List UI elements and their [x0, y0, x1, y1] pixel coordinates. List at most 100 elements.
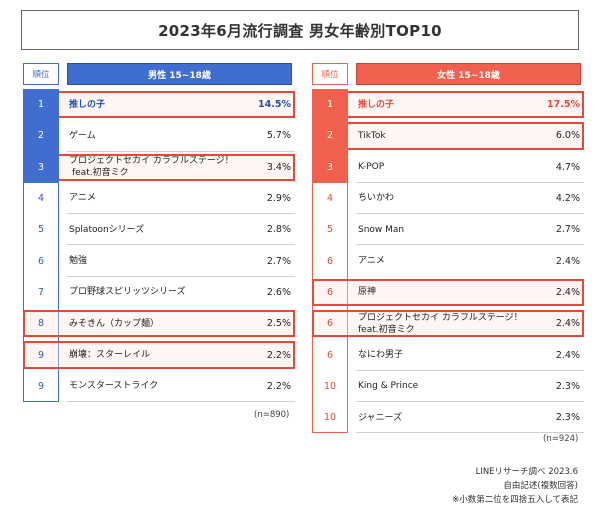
rank-cell: 6: [326, 318, 334, 330]
item-line-1: プロジェクトセカイ カラフルステージ！: [69, 156, 234, 167]
row-divider: [67, 275, 295, 277]
percent-cell: 2.4%: [555, 318, 580, 330]
item-cell: 推しの子: [69, 99, 106, 110]
row-divider: [356, 400, 584, 402]
rank-cell: 1: [312, 89, 348, 121]
male-header: 順位 男性 15~18歳: [23, 63, 295, 85]
item-cell: ちいかわ: [358, 193, 395, 204]
percent-cell: 14.5%: [258, 99, 291, 111]
item-cell: 勉強: [69, 256, 88, 267]
item-cell: プロジェクトセカイ カラフルステージ！ feat.初音ミク: [67, 152, 242, 183]
rank-cell: 6: [326, 349, 334, 361]
female-group-label: 女性 15~18歳: [356, 63, 581, 85]
item-cell: アニメ: [358, 256, 385, 267]
item-cell: プロジェクトセカイ カラフルステージ！ feat.初音ミク: [356, 308, 531, 339]
percent-cell: 6.0%: [555, 130, 580, 142]
item-cell: ゲーム: [69, 130, 96, 141]
table-row: 6 原神 2.4%: [312, 277, 584, 308]
percent-cell: 2.2%: [266, 349, 291, 361]
rank-cell: 10: [323, 412, 337, 424]
row-divider: [67, 400, 295, 402]
rank-cell: 10: [323, 380, 337, 392]
rank-cell: 6: [326, 255, 334, 267]
percent-cell: 2.5%: [266, 318, 291, 330]
table-row: 6 勉強 2.7%: [23, 245, 295, 277]
table-row: 4 ちいかわ 4.2%: [312, 183, 584, 215]
percent-cell: 3.4%: [266, 161, 291, 173]
table-row: 5 Splatoonシリーズ 2.8%: [23, 214, 295, 246]
percent-cell: 4.2%: [555, 193, 580, 205]
male-sample-size: (n=890): [254, 410, 290, 420]
table-row: 2 TikTok 6.0%: [312, 120, 584, 152]
row-divider: [356, 369, 584, 371]
table-row: 1 推しの子 17.5%: [312, 89, 584, 121]
rank-cell: 7: [37, 286, 45, 298]
percent-cell: 2.8%: [266, 224, 291, 236]
percent-cell: 2.7%: [555, 224, 580, 236]
item-line-2: feat.初音ミク: [72, 168, 129, 179]
rank-cell: 6: [326, 286, 334, 298]
highlight-frame: [312, 310, 584, 338]
table-row: 9 崩壊：スターレイル 2.2%: [23, 339, 295, 370]
row-divider: [356, 181, 584, 183]
rank-cell: 3: [23, 151, 59, 183]
method-note: 自由記述(複数回答): [503, 481, 578, 491]
table-row: 3 K-POP 4.7%: [312, 151, 584, 183]
percent-cell: 2.3%: [555, 380, 580, 392]
male-ranking-panel: 順位 男性 15~18歳 1 推しの子 14.5% 2 ゲーム 5.7% 3 プ…: [23, 63, 295, 402]
male-rows: 1 推しの子 14.5% 2 ゲーム 5.7% 3 プロジェクトセカイ カラフル…: [23, 89, 295, 402]
row-divider: [356, 213, 584, 215]
highlight-frame: [312, 278, 584, 307]
percent-cell: 2.3%: [555, 412, 580, 424]
item-cell: Snow Man: [358, 224, 405, 235]
rank-cell: 8: [37, 318, 45, 330]
rank-cell: 2: [312, 120, 348, 152]
item-line-2: feat.初音ミク: [358, 324, 415, 335]
source-note: LINEリサーチ調べ 2023.6: [475, 467, 578, 477]
table-row: 2 ゲーム 5.7%: [23, 120, 295, 152]
table-row: 8 みそきん（カップ麺） 2.5%: [23, 308, 295, 339]
item-cell: ジャニーズ: [358, 412, 403, 423]
item-cell: プロ野球スピリッツシリーズ: [69, 287, 186, 298]
row-divider: [67, 150, 295, 152]
female-ranking-panel: 順位 女性 15~18歳 1 推しの子 17.5% 2 TikTok 6.0% …: [312, 63, 584, 434]
rank-column-header: 順位: [312, 63, 348, 85]
percent-cell: 17.5%: [547, 99, 580, 111]
highlight-frame: [23, 310, 295, 338]
page-title: 2023年6月流行調査 男女年齢別TOP10: [21, 10, 579, 50]
percent-cell: 4.7%: [555, 161, 580, 173]
rank-cell: 5: [326, 224, 334, 236]
rank-cell: 4: [37, 193, 45, 205]
rank-column-header: 順位: [23, 63, 59, 85]
rank-cell: 2: [23, 120, 59, 152]
table-row: 3 プロジェクトセカイ カラフルステージ！ feat.初音ミク 3.4%: [23, 151, 295, 183]
item-cell: アニメ: [69, 193, 96, 204]
table-row: 5 Snow Man 2.7%: [312, 214, 584, 246]
rank-cell: 5: [37, 224, 45, 236]
percent-cell: 2.4%: [555, 349, 580, 361]
highlight-frame: [23, 91, 295, 119]
item-cell: 崩壊：スターレイル: [69, 349, 151, 360]
table-row: 6 プロジェクトセカイ カラフルステージ！ feat.初音ミク 2.4%: [312, 308, 584, 339]
item-cell: K-POP: [358, 162, 385, 173]
table-row: 9 モンスターストライク 2.2%: [23, 371, 295, 402]
table-row: 4 アニメ 2.9%: [23, 183, 295, 215]
item-cell: 原神: [358, 287, 377, 298]
percent-cell: 2.4%: [555, 255, 580, 267]
table-row: 10 ジャニーズ 2.3%: [312, 402, 584, 434]
female-header: 順位 女性 15~18歳: [312, 63, 584, 85]
item-cell: Splatoonシリーズ: [69, 224, 145, 235]
percent-cell: 2.2%: [266, 380, 291, 392]
highlight-frame: [312, 91, 584, 119]
percent-cell: 2.7%: [266, 255, 291, 267]
rank-cell: 3: [312, 151, 348, 183]
item-cell: TikTok: [358, 130, 386, 141]
highlight-frame: [312, 122, 584, 150]
table-row: 6 なにわ男子 2.4%: [312, 339, 584, 371]
item-cell: みそきん（カップ麺）: [69, 318, 160, 329]
percent-cell: 2.6%: [266, 286, 291, 298]
item-cell: なにわ男子: [358, 349, 404, 360]
item-cell: 推しの子: [358, 99, 395, 110]
row-divider: [67, 213, 295, 215]
table-row: 1 推しの子 14.5%: [23, 89, 295, 121]
